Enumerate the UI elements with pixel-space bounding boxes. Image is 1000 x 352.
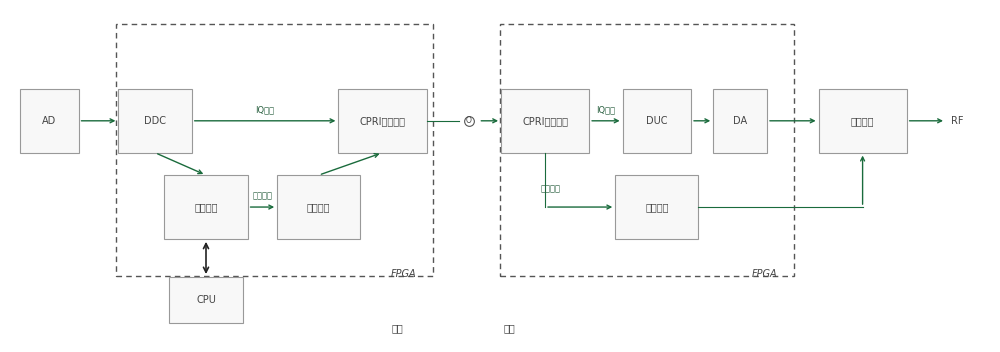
Bar	[713, 89, 767, 153]
Text: O: O	[466, 116, 472, 125]
Text: RF: RF	[951, 116, 963, 126]
Text: FPGA: FPGA	[391, 269, 417, 279]
Text: DUC: DUC	[646, 116, 668, 126]
Bar	[116, 24, 433, 276]
Bar	[615, 175, 698, 239]
Bar	[169, 277, 243, 323]
Text: 时延调整: 时延调整	[307, 202, 330, 212]
Bar	[500, 24, 794, 276]
Text: AD: AD	[42, 116, 56, 126]
Text: IQ信号: IQ信号	[596, 105, 615, 114]
Text: CPRI解帧模块: CPRI解帧模块	[522, 116, 568, 126]
Text: 同步信号: 同步信号	[540, 184, 560, 193]
Text: 同步信号: 同步信号	[252, 191, 272, 200]
Bar	[818, 89, 907, 153]
Text: 近端: 近端	[391, 323, 403, 333]
Text: FPGA: FPGA	[752, 269, 777, 279]
Bar	[622, 89, 691, 153]
Bar	[277, 175, 360, 239]
Text: IQ信号: IQ信号	[255, 105, 275, 114]
Bar	[20, 89, 79, 153]
Text: 远端: 远端	[504, 323, 516, 333]
Text: 同步模块: 同步模块	[194, 202, 218, 212]
Text: CPU: CPU	[196, 295, 216, 305]
Text: 时延调整: 时延调整	[645, 202, 669, 212]
Bar	[118, 89, 192, 153]
Bar	[338, 89, 426, 153]
Text: DA: DA	[733, 116, 747, 126]
Text: CPRI成帧模块: CPRI成帧模块	[359, 116, 405, 126]
Bar	[501, 89, 589, 153]
Bar	[164, 175, 248, 239]
Text: 射频模块: 射频模块	[851, 116, 874, 126]
Text: DDC: DDC	[144, 116, 166, 126]
